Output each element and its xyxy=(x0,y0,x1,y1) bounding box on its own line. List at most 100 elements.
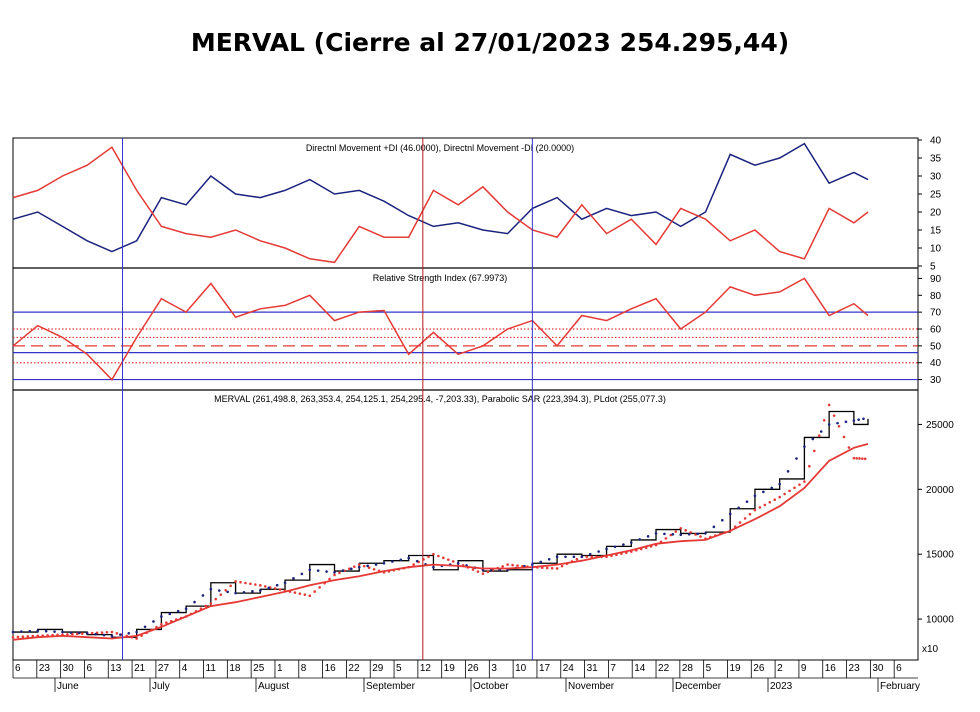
sar-dot xyxy=(837,424,841,428)
sar-dot xyxy=(768,500,772,504)
pldot-dot xyxy=(94,632,97,636)
pldot-dot xyxy=(135,630,138,634)
y-tick-label: 50 xyxy=(930,341,942,352)
x-day-label: 19 xyxy=(729,663,741,674)
pldot-dot xyxy=(547,557,551,561)
sar-dot xyxy=(328,577,331,581)
pldot-dot xyxy=(580,555,584,559)
merval-price-line xyxy=(13,410,869,638)
pldot-dot xyxy=(357,565,361,569)
pldot-dot xyxy=(778,482,781,486)
pldot-dot xyxy=(201,594,205,597)
x-day-label: 26 xyxy=(753,663,765,674)
pldot-dot xyxy=(234,591,237,595)
pldot-dot xyxy=(374,563,378,566)
sar-dot xyxy=(298,592,302,595)
y-tick-label: 15000 xyxy=(926,550,954,561)
pldot-dot xyxy=(127,631,131,635)
pldot-dot xyxy=(341,569,345,572)
pldot-dot xyxy=(85,632,89,635)
sar-dot xyxy=(521,564,524,568)
pldot-dot xyxy=(217,589,221,592)
x-day-label: 9 xyxy=(801,663,807,674)
x-day-label: 16 xyxy=(325,663,337,674)
y-tick-label: 10 xyxy=(930,244,942,255)
x-day-label: 6 xyxy=(15,663,21,674)
sar-dot xyxy=(11,635,15,639)
sar-dot xyxy=(773,498,777,501)
sar-dot xyxy=(852,456,856,460)
sar-dot xyxy=(738,521,742,524)
sar-dot xyxy=(555,567,559,570)
pldot-dot xyxy=(399,558,403,562)
sar-dot xyxy=(372,567,376,571)
pldot-dot xyxy=(391,560,394,563)
sar-dot xyxy=(861,457,864,460)
pldot-dot xyxy=(572,555,576,559)
sar-dot xyxy=(204,604,208,608)
sar-dot xyxy=(333,573,336,577)
pldot-dot xyxy=(28,629,32,633)
dmi-panel: Directnl Movement +DI (46.0000), Directn… xyxy=(12,136,942,273)
pldot-dot xyxy=(803,445,806,448)
sar-dot xyxy=(115,632,119,635)
pldot-dot xyxy=(704,532,707,535)
y-tick-label: 30 xyxy=(930,375,942,386)
sar-dot xyxy=(412,563,415,566)
sar-dot xyxy=(669,533,673,537)
sar-dot xyxy=(550,566,554,570)
sar-dot xyxy=(575,557,579,561)
sar-dot xyxy=(560,564,564,568)
sar-dot xyxy=(481,572,485,575)
sar-dot xyxy=(160,622,163,626)
pldot-dot xyxy=(827,423,831,426)
pldot-dot xyxy=(259,589,262,592)
pldot-dot xyxy=(696,532,699,536)
pldot-dot xyxy=(671,533,675,536)
sar-dot xyxy=(476,570,480,573)
x-month-label: 2023 xyxy=(770,681,793,692)
sar-dot xyxy=(803,480,806,483)
y-tick-label: 30 xyxy=(930,172,942,183)
pldot-dot xyxy=(11,630,15,634)
y-tick-label: 20000 xyxy=(926,485,954,496)
pldot-dot xyxy=(862,417,865,421)
x-day-label: 30 xyxy=(872,663,884,674)
pldot-dot xyxy=(333,571,336,574)
pldot-dot xyxy=(745,500,749,503)
pldot-dot xyxy=(679,533,683,537)
sar-dot xyxy=(863,457,867,461)
y-tick-label: 40 xyxy=(930,358,942,369)
x-day-label: 7 xyxy=(610,663,616,674)
sar-dot xyxy=(808,464,811,468)
x-day-label: 12 xyxy=(420,663,432,674)
pldot-dot xyxy=(152,620,155,623)
panel-title: MERVAL (261,498.8, 263,353.4, 254,125.1,… xyxy=(214,394,666,404)
sar-dot xyxy=(674,530,678,533)
pldot-dot xyxy=(110,634,114,638)
sar-dot xyxy=(778,495,781,499)
pldot-dot xyxy=(119,633,122,636)
sar-dot xyxy=(348,567,351,571)
x-month-label: February xyxy=(880,681,920,692)
x-day-label: 16 xyxy=(825,663,837,674)
sar-dot xyxy=(239,580,242,584)
ma-line xyxy=(12,443,869,641)
sar-dot xyxy=(165,621,168,625)
pldot-dot xyxy=(613,545,617,549)
pldot-dot xyxy=(308,568,312,572)
pldot-dot xyxy=(795,457,798,460)
pldot-dot xyxy=(53,630,56,633)
x-day-label: 6 xyxy=(86,663,92,674)
pldot-dot xyxy=(160,615,163,618)
sar-dot xyxy=(664,537,668,540)
pldot-dot xyxy=(629,541,633,544)
pldot-dot xyxy=(844,420,848,424)
sar-dot xyxy=(214,597,218,601)
x-day-label: 1 xyxy=(277,663,283,674)
price-panel: MERVAL (261,498.8, 263,353.4, 254,125.1,… xyxy=(11,394,954,655)
pldot-dot xyxy=(415,559,419,563)
x-month-label: December xyxy=(675,681,722,692)
pldot-dot xyxy=(275,583,279,587)
x-day-label: 31 xyxy=(587,663,599,674)
